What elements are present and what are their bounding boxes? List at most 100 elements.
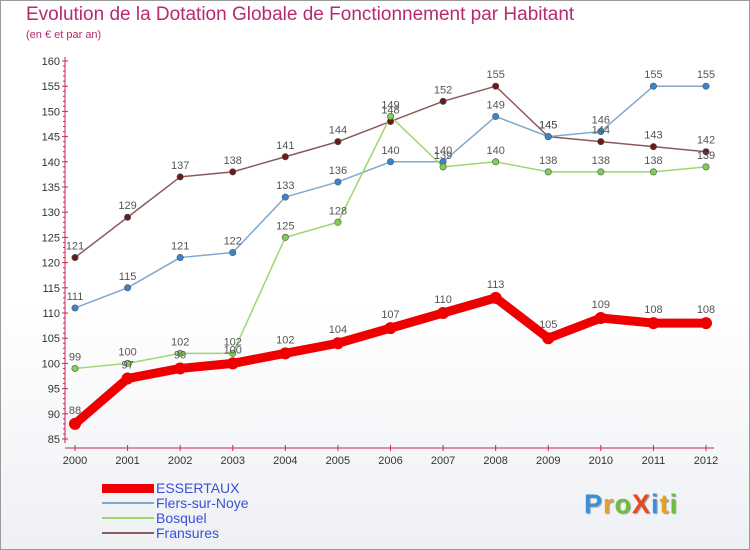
- data-label-fransures: 142: [697, 135, 715, 147]
- data-label-flers-sur-noye: 121: [171, 241, 189, 253]
- data-point-fransures: [124, 213, 132, 221]
- y-tick-label: 155: [42, 81, 60, 93]
- data-point-bosquel: [439, 163, 447, 171]
- data-point-essertaux: [594, 312, 607, 325]
- data-label-bosquel: 138: [592, 155, 610, 167]
- data-label-essertaux: 104: [329, 324, 347, 336]
- data-label-essertaux: 99: [174, 349, 186, 361]
- data-label-essertaux: 105: [539, 319, 557, 331]
- chart-axes: 85 90 95 100 105 110 115 120 125 130 135 140 145 150 1…: [42, 56, 719, 467]
- data-label-flers-sur-noye: 122: [224, 236, 242, 248]
- data-label-flers-sur-noye: 155: [697, 69, 715, 81]
- data-point-bosquel: [702, 163, 710, 171]
- y-tick-label: 125: [42, 232, 60, 244]
- data-label-fransures: 138: [224, 155, 242, 167]
- data-point-essertaux: [121, 372, 134, 385]
- data-labels: 121 129 137 138 141 144 148 152 155 145 144 143 142 1…: [66, 69, 715, 417]
- data-label-essertaux: 102: [276, 334, 294, 346]
- data-label-bosquel: 138: [539, 155, 557, 167]
- data-label-fransures: 145: [539, 120, 557, 132]
- data-point-essertaux: [384, 322, 397, 335]
- data-point-fransures: [281, 153, 289, 161]
- data-point-flers-sur-noye: [702, 82, 710, 90]
- data-label-fransures: 121: [66, 241, 84, 253]
- data-point-flers-sur-noye: [386, 158, 394, 166]
- x-tick-label: 2010: [589, 455, 613, 467]
- legend-swatch-fransures: [102, 532, 154, 534]
- logo-letter: o: [614, 489, 633, 519]
- data-point-fransures: [334, 138, 342, 146]
- data-label-fransures: 137: [171, 160, 189, 172]
- data-point-flers-sur-noye: [334, 178, 342, 186]
- data-point-bosquel: [71, 364, 79, 372]
- data-label-essertaux: 109: [592, 299, 610, 311]
- data-point-fransures: [176, 173, 184, 181]
- data-point-essertaux: [647, 317, 660, 330]
- data-point-flers-sur-noye: [492, 112, 500, 120]
- y-tick-label: 145: [42, 132, 60, 144]
- data-point-flers-sur-noye: [544, 133, 552, 141]
- data-label-fransures: 141: [276, 140, 294, 152]
- legend-swatch-flers-sur-noye: [102, 502, 154, 504]
- data-label-bosquel: 149: [381, 99, 399, 111]
- data-point-flers-sur-noye: [649, 82, 657, 90]
- x-tick-label: 2004: [273, 455, 297, 467]
- y-tick-label: 95: [48, 384, 60, 396]
- x-tick-label: 2003: [221, 455, 245, 467]
- data-point-fransures: [492, 82, 500, 90]
- data-label-fransures: 152: [434, 84, 452, 96]
- data-point-flers-sur-noye: [597, 128, 605, 136]
- legend-swatch-bosquel: [102, 517, 154, 519]
- data-point-bosquel: [649, 168, 657, 176]
- series-points: [69, 82, 712, 430]
- data-point-fransures: [649, 143, 657, 151]
- y-tick-label: 160: [42, 56, 60, 68]
- data-point-bosquel: [281, 233, 289, 241]
- data-point-bosquel: [544, 168, 552, 176]
- chart-title: Evolution de la Dotation Globale de Fonc…: [26, 4, 575, 25]
- data-point-fransures: [597, 138, 605, 146]
- data-point-essertaux: [69, 417, 81, 430]
- data-label-essertaux: 108: [697, 304, 715, 316]
- data-point-fransures: [439, 97, 447, 105]
- data-point-bosquel: [176, 349, 184, 357]
- data-label-flers-sur-noye: 149: [486, 99, 504, 111]
- x-tick-label: 2006: [378, 455, 402, 467]
- legend-label-essertaux: ESSERTAUX: [156, 480, 240, 496]
- data-label-essertaux: 110: [434, 294, 452, 306]
- legend-swatch-essertaux: [102, 483, 154, 493]
- data-point-flers-sur-noye: [229, 249, 237, 257]
- logo-letter: i: [669, 489, 679, 519]
- data-point-essertaux: [700, 317, 712, 330]
- data-label-essertaux: 88: [69, 405, 81, 417]
- data-label-bosquel: 139: [434, 150, 452, 162]
- data-label-essertaux: 107: [381, 309, 399, 321]
- data-label-flers-sur-noye: 155: [644, 69, 662, 81]
- x-tick-label: 2008: [483, 455, 507, 467]
- data-label-essertaux: 108: [644, 304, 662, 316]
- data-label-flers-sur-noye: 133: [276, 180, 294, 192]
- data-point-fransures: [71, 254, 79, 262]
- y-tick-label: 150: [42, 106, 60, 118]
- legend-label-bosquel: Bosquel: [156, 510, 207, 526]
- y-tick-label: 110: [42, 308, 60, 320]
- data-label-flers-sur-noye: 145: [539, 120, 557, 132]
- data-label-fransures: 143: [644, 130, 662, 142]
- logo-letter: t: [659, 489, 670, 519]
- data-point-essertaux: [174, 362, 187, 375]
- legend-label-flers-sur-noye: Flers-sur-Noye: [156, 495, 249, 511]
- data-point-essertaux: [489, 291, 502, 304]
- y-tick-label: 130: [42, 207, 60, 219]
- data-point-fransures: [229, 168, 237, 176]
- data-label-bosquel: 140: [486, 145, 504, 157]
- data-label-fransures: 144: [329, 125, 347, 137]
- data-label-fransures: 148: [381, 104, 399, 116]
- data-point-essertaux: [279, 347, 292, 360]
- y-tick-label: 115: [42, 283, 60, 295]
- data-label-bosquel: 138: [644, 155, 662, 167]
- data-label-bosquel: 102: [171, 336, 189, 348]
- y-tick-label: 140: [42, 157, 60, 169]
- data-label-essertaux: 97: [121, 360, 133, 372]
